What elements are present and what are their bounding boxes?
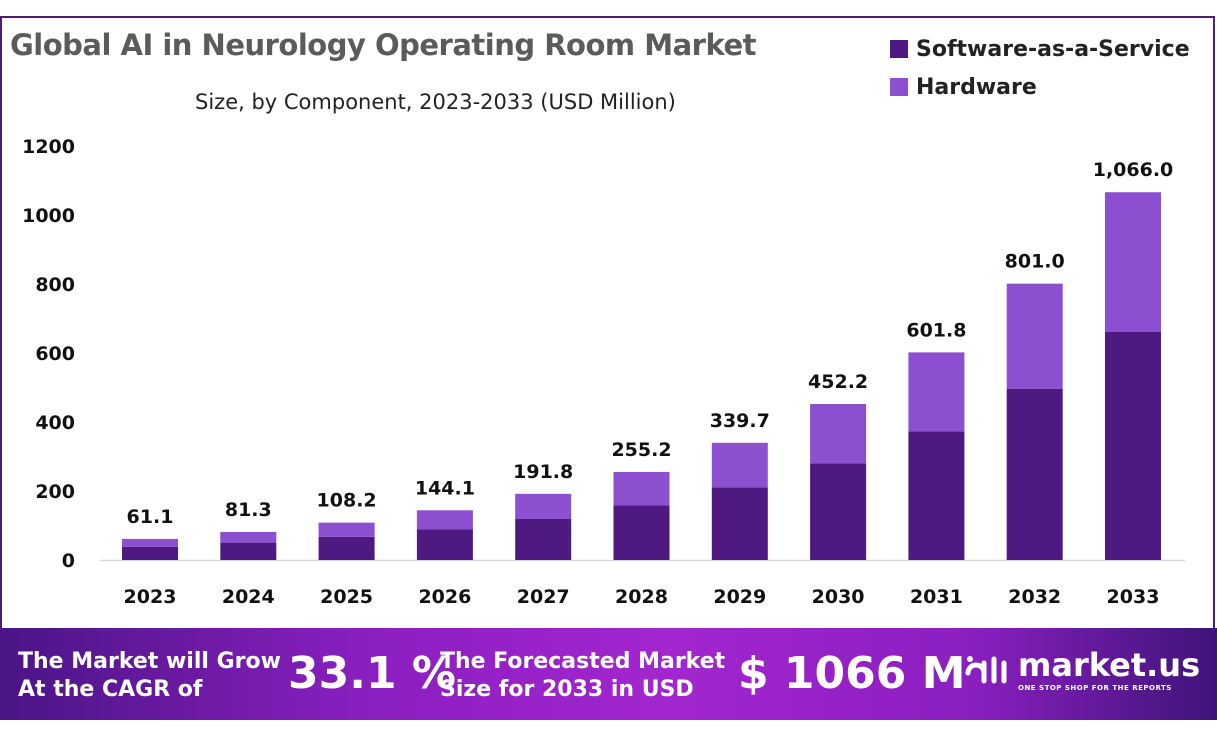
bar-segment-hardware	[122, 538, 178, 547]
bar-segment-saas	[122, 546, 178, 560]
bar-segment-hardware	[515, 493, 572, 519]
logo-name: market.us	[1018, 646, 1201, 684]
legend-item-saas: Software-as-a-Service	[890, 30, 1190, 68]
legend-swatch-saas	[890, 40, 908, 58]
x-tick-label: 2029	[713, 586, 766, 608]
bar-segment-saas	[220, 542, 277, 560]
logo-tagline: ONE STOP SHOP FOR THE REPORTS	[1018, 684, 1172, 692]
x-tick-label: 2024	[222, 586, 275, 608]
bar-total-label: 144.1	[415, 477, 475, 499]
chart-subtitle: Size, by Component, 2023-2033 (USD Milli…	[195, 90, 676, 114]
bar-total-label: 801.0	[1005, 251, 1065, 273]
bar-segment-saas	[908, 431, 965, 560]
x-tick-label: 2026	[418, 586, 471, 608]
bar-segment-saas	[613, 505, 670, 560]
bar-segment-hardware	[613, 471, 670, 506]
y-tick-label: 200	[35, 481, 75, 503]
legend-label-hardware: Hardware	[916, 74, 1037, 100]
bar-segment-hardware	[711, 442, 768, 488]
bar-segment-hardware	[220, 531, 277, 543]
bar-segment-hardware	[318, 522, 375, 537]
chart-title: Global AI in Neurology Operating Room Ma…	[10, 28, 757, 62]
y-tick-label: 0	[62, 550, 75, 572]
market-us-logo-icon	[965, 656, 1007, 684]
y-tick-label: 1000	[22, 205, 75, 227]
cagr-text-line2: At the CAGR of	[18, 677, 203, 702]
bar-segment-saas	[416, 529, 473, 560]
bar-segment-saas	[711, 487, 768, 560]
bar-segment-hardware	[1006, 283, 1063, 389]
bar-total-label: 255.2	[611, 439, 671, 461]
bar-segment-saas	[810, 463, 867, 560]
x-tick-label: 2027	[517, 586, 570, 608]
legend-label-saas: Software-as-a-Service	[916, 36, 1190, 62]
forecast-value: $ 1066 M	[738, 648, 966, 699]
x-tick-label: 2030	[812, 586, 865, 608]
legend-swatch-hardware	[890, 78, 908, 96]
cagr-text-line1: The Market will Grow	[18, 649, 281, 674]
bar-total-label: 108.2	[317, 490, 377, 512]
footer-banner: The Market will Grow At the CAGR of 33.1…	[0, 628, 1217, 720]
bar-segment-hardware	[416, 510, 473, 530]
market-us-logo: market.us ONE STOP SHOP FOR THE REPORTS	[962, 646, 1200, 692]
legend: Software-as-a-Service Hardware	[890, 30, 1190, 106]
bar-segment-hardware	[810, 403, 867, 464]
y-tick-label: 1200	[22, 136, 75, 158]
chart-frame	[0, 16, 1215, 716]
bar-segment-hardware	[908, 352, 965, 432]
bar-segment-saas	[318, 536, 375, 560]
bar-chart: 0 200 400 600 800 1000 1200 61.1 2023 81.3 2024 108…	[22, 136, 1185, 608]
bar-total-label: 339.7	[710, 410, 770, 432]
y-tick-label: 800	[35, 274, 75, 296]
x-tick-label: 2033	[1107, 586, 1160, 608]
bar-segment-hardware	[1105, 192, 1161, 332]
x-tick-label: 2031	[910, 586, 963, 608]
bar-segment-saas	[1006, 388, 1063, 560]
cagr-value: 33.1 %	[288, 648, 456, 699]
bar-total-label: 1,066.0	[1093, 159, 1174, 181]
x-tick-label: 2032	[1008, 586, 1061, 608]
bar-total-label: 601.8	[906, 319, 966, 341]
y-tick-label: 400	[35, 412, 75, 434]
bar-segment-saas	[515, 518, 572, 560]
x-tick-label: 2028	[615, 586, 668, 608]
bar-total-label: 61.1	[127, 506, 174, 528]
bar-total-label: 452.2	[808, 371, 868, 393]
bar-segment-saas	[1105, 331, 1161, 560]
bar-total-label: 191.8	[513, 461, 573, 483]
y-tick-label: 600	[35, 343, 75, 365]
x-tick-label: 2023	[124, 586, 177, 608]
forecast-text-line1: The Forecasted Market	[440, 649, 726, 674]
forecast-text-line2: Size for 2033 in USD	[440, 677, 694, 702]
x-tick-label: 2025	[320, 586, 373, 608]
legend-item-hardware: Hardware	[890, 68, 1190, 106]
bar-total-label: 81.3	[225, 499, 272, 521]
